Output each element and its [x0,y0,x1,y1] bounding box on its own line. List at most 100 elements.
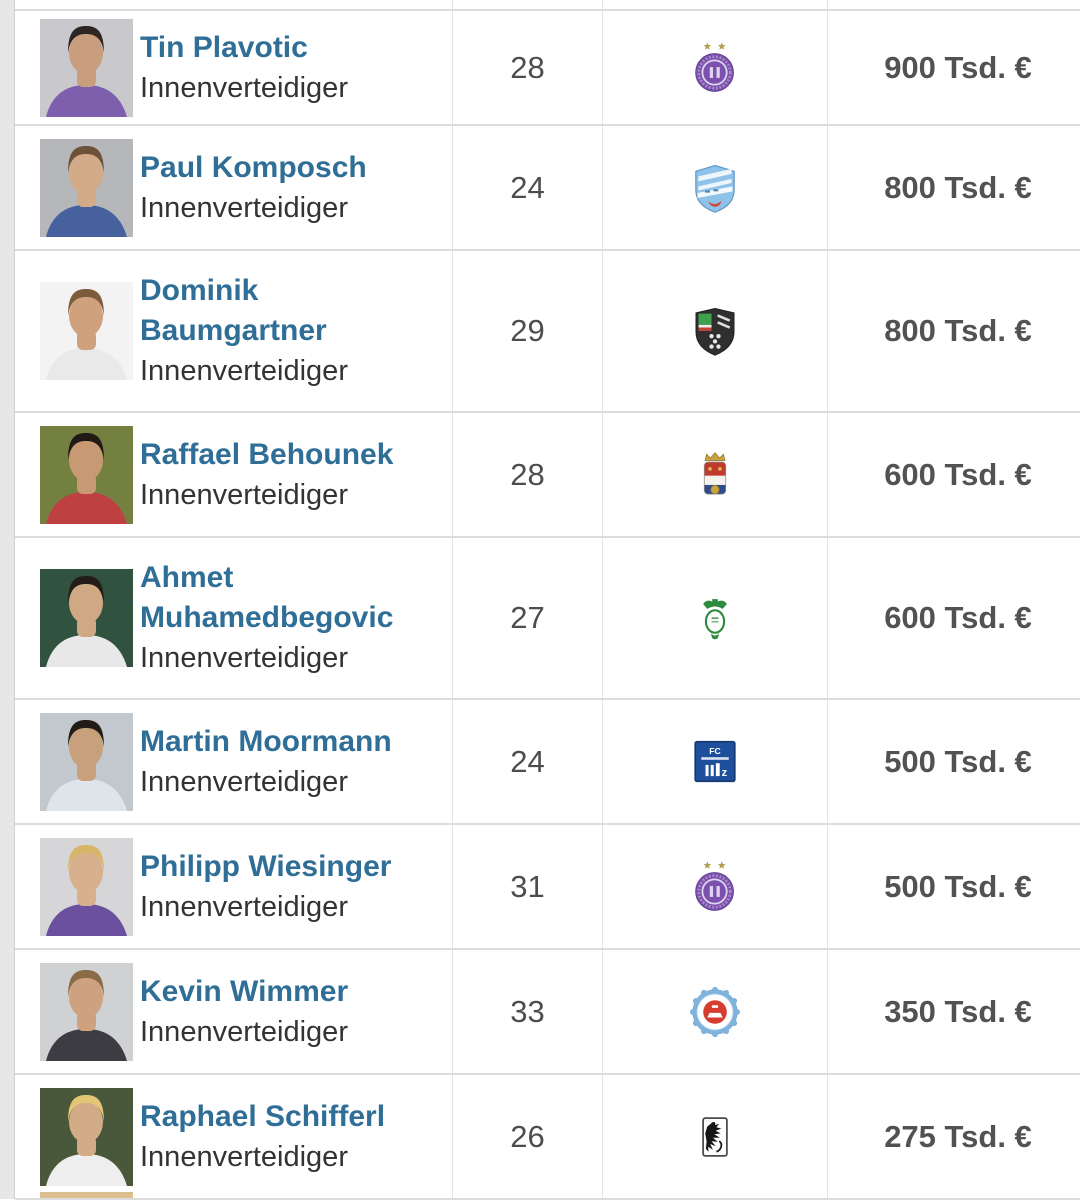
player-position: Innenverteidiger [140,1015,348,1048]
player-photo[interactable] [40,712,133,811]
previous-row-value-cell [827,0,1080,9]
player-cell: Raffael Behounek Innenverteidiger [15,413,452,536]
player-cell: Paul Komposch Innenverteidiger [15,126,452,249]
club-cell [602,538,827,698]
club-cell [602,1075,827,1198]
table-row: Ahmet Muhamedbegovic Innenverteidiger 27 … [15,538,1080,700]
player-photo[interactable] [40,1087,133,1186]
market-value: 275 Tsd. € [827,1075,1080,1198]
previous-row-age-cell [452,0,602,9]
player-photo[interactable] [40,425,133,524]
market-value: 600 Tsd. € [827,413,1080,536]
club-logo-icon-willem-ii-crown-crest[interactable] [692,444,738,506]
club-cell [602,825,827,948]
market-value: 600 Tsd. € [827,538,1080,698]
player-photo[interactable] [40,138,133,237]
club-logo-icon-wsg-tirol-black-shield[interactable] [689,302,741,360]
player-name-line: Philipp Wiesinger [140,849,392,883]
club-cell [602,950,827,1073]
club-logo-icon-blau-weiss-linz-blue-square[interactable]: FC z [689,734,741,789]
player-name-line: Martin Moormann [140,724,392,758]
previous-row-edge [15,0,1080,11]
table-row: Kevin Wimmer Innenverteidiger 33 350 Tsd… [15,950,1080,1075]
player-position: Innenverteidiger [140,765,348,798]
club-logo-icon-hartberg-light-blue-shield[interactable] [690,159,740,217]
club-cell [602,251,827,411]
player-position: Innenverteidiger [140,355,348,387]
player-age: 26 [452,1075,602,1198]
player-age: 31 [452,825,602,948]
table-row: Paul Komposch Innenverteidiger 24 800 Ts… [15,126,1080,251]
table-row: Tin Plavotic Innenverteidiger 28 900 Tsd… [15,11,1080,126]
next-row-photo-edge [40,1192,133,1198]
table-row: Raffael Behounek Innenverteidiger 28 600… [15,413,1080,538]
player-name-link[interactable]: Philipp Wiesinger [140,847,391,887]
player-photo[interactable] [40,282,133,380]
player-position: Innenverteidiger [140,191,348,224]
player-name-line: Dominik [140,274,259,307]
player-cell: Philipp Wiesinger Innenverteidiger [15,825,452,948]
player-position: Innenverteidiger [140,1140,348,1173]
club-logo-icon-1860-muenchen-lion-shield[interactable] [694,1107,736,1167]
player-cell: Kevin Wimmer Innenverteidiger [15,950,452,1073]
table-row: Dominik Baumgartner Innenverteidiger 29 8… [15,251,1080,413]
market-value: 500 Tsd. € [827,825,1080,948]
player-age: 28 [452,11,602,124]
club-cell [602,11,827,124]
player-name-line: Ahmet [140,561,234,594]
svg-text:z: z [722,767,728,779]
player-name-link[interactable]: Ahmet Muhamedbegovic [140,558,393,638]
players-table: Tin Plavotic Innenverteidiger 28 900 Tsd… [15,0,1080,1200]
club-logo-icon-austria-wien-purple-circle-two-stars[interactable] [688,39,742,97]
club-logo-icon-sv-ried-green-crest[interactable] [694,587,736,649]
player-name-line: Raphael Schifferl [140,1099,386,1133]
club-cell: FC z [602,700,827,823]
player-name-line: Kevin Wimmer [140,974,349,1008]
market-value: 900 Tsd. € [827,11,1080,124]
table-row: Martin Moormann Innenverteidiger 24 FC z … [15,700,1080,825]
club-cell [602,126,827,249]
market-value: 800 Tsd. € [827,126,1080,249]
player-age: 33 [452,950,602,1073]
player-cell: Martin Moormann Innenverteidiger [15,700,452,823]
player-age: 29 [452,251,602,411]
club-logo-icon-podbrezova-blue-red-round[interactable] [687,983,743,1041]
player-age: 28 [452,413,602,536]
player-name-link[interactable]: Raphael Schifferl [140,1097,385,1137]
table-row: Raphael Schifferl Innenverteidiger 26 27… [15,1075,1080,1200]
player-photo[interactable] [40,962,133,1061]
club-logo-icon-austria-wien-purple-circle-two-stars[interactable] [688,858,742,916]
player-age: 24 [452,700,602,823]
player-name-link[interactable]: Dominik Baumgartner [140,271,348,351]
svg-text:FC: FC [709,746,720,756]
player-name-link[interactable]: Paul Komposch [140,148,367,188]
player-name-line: Tin Plavotic [140,30,308,64]
player-name-link[interactable]: Tin Plavotic [140,28,348,68]
previous-row-player-cell [15,0,452,9]
market-value: 500 Tsd. € [827,700,1080,823]
table-row: Philipp Wiesinger Innenverteidiger 31 50… [15,825,1080,950]
player-position: Innenverteidiger [140,642,348,674]
player-position: Innenverteidiger [140,890,348,923]
player-cell: Raphael Schifferl Innenverteidiger [15,1075,452,1198]
player-name-link[interactable]: Martin Moormann [140,722,392,762]
previous-row-club-cell [602,0,827,9]
player-position: Innenverteidiger [140,478,348,511]
player-cell: Dominik Baumgartner Innenverteidiger [15,251,452,411]
player-photo[interactable] [40,18,133,117]
player-name-link[interactable]: Raffael Behounek [140,435,393,475]
player-cell: Ahmet Muhamedbegovic Innenverteidiger [15,538,452,698]
player-name-line: Paul Komposch [140,150,367,184]
player-name-line: Muhamedbegovic [140,601,394,634]
player-age: 24 [452,126,602,249]
player-name-link[interactable]: Kevin Wimmer [140,972,348,1012]
club-cell [602,413,827,536]
player-name-line: Raffael Behounek [140,437,394,471]
market-value: 350 Tsd. € [827,950,1080,1073]
player-photo[interactable] [40,837,133,936]
market-value: 800 Tsd. € [827,251,1080,411]
player-photo[interactable] [40,569,133,667]
player-position: Innenverteidiger [140,71,348,104]
page-left-gutter [0,0,15,1199]
player-name-line: Baumgartner [140,314,327,347]
